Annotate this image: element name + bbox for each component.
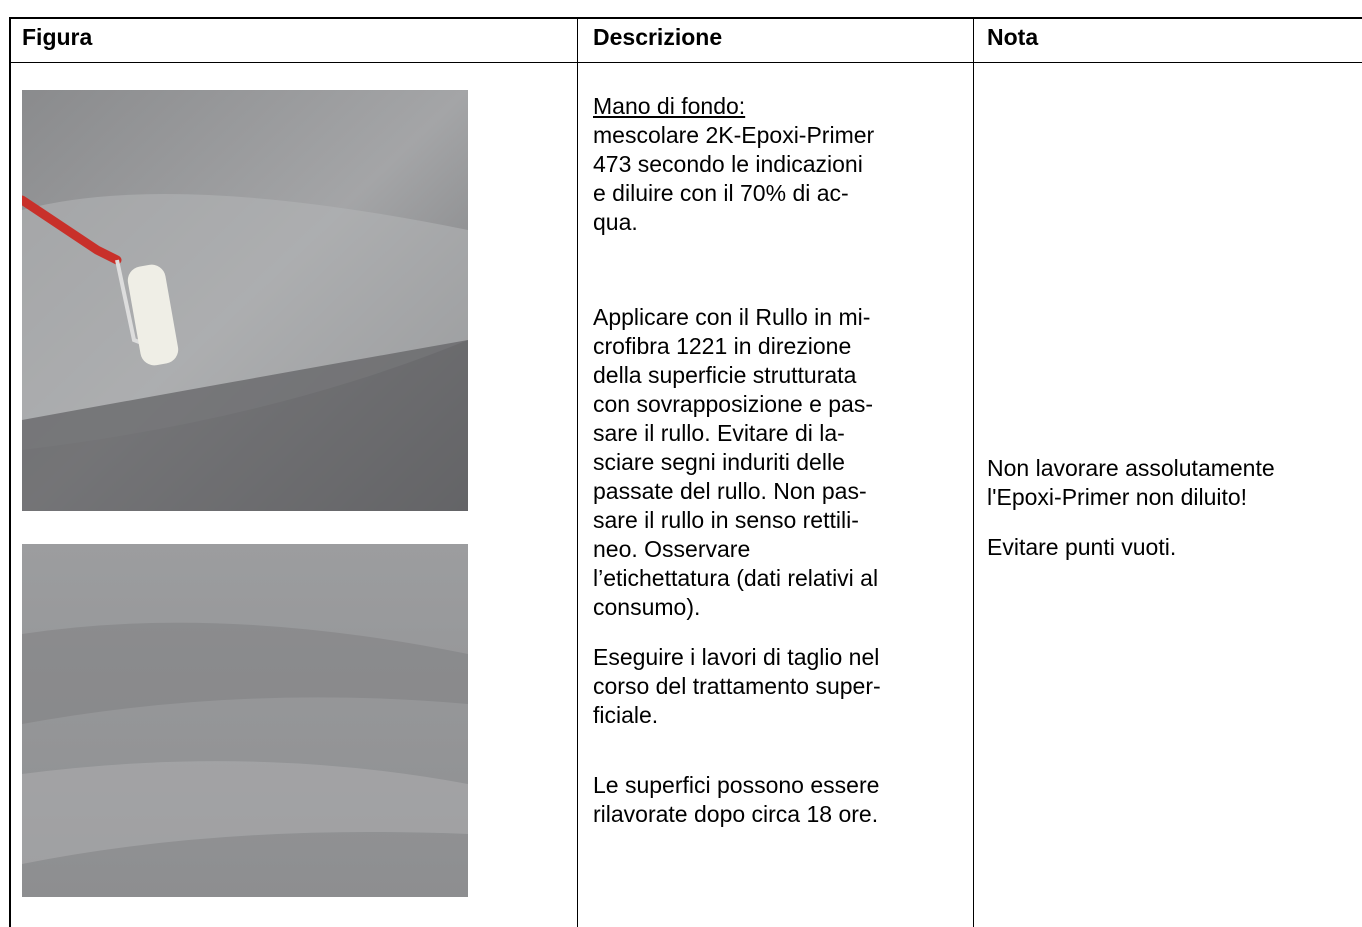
text-line: 473 secondo le indicazioni [593,151,863,177]
paragraph: Evitare punti vuoti. [987,533,1275,562]
header-cell: Descrizione [593,24,723,50]
text-line: qua. [593,209,638,235]
text-line: Applicare con il Rullo in mi- [593,304,871,330]
text-line: neo. Osservare [593,536,751,562]
text-line: ficiale. [593,702,659,728]
paragraph: Le superfici possono essere rilavorate do… [593,771,881,829]
photo-surface [22,544,468,897]
note: Non lavorare assolutamente l'Epoxi-Primer… [987,454,1275,562]
text-line: sare il rullo in senso rettili- [593,507,859,533]
photo-roller [22,90,468,511]
paragraph: Non lavorare assolutamente l'Epoxi-Primer… [987,454,1275,512]
text-line: sare il rullo. Evitare di la- [593,420,845,446]
paragraph: Applicare con il Rullo in mi-crofibra 12… [593,303,881,622]
paragraph: Mano di fondo: mescolare 2K-Epoxi-Primer 4… [593,92,881,237]
text-line: l'Epoxi-Primer non diluito! [987,484,1248,510]
table-border [973,17,974,927]
text-line: passate del rullo. Non pas- [593,478,867,504]
header-cell: Nota [987,24,1039,50]
text-line: Mano di fondo: [593,93,746,119]
text-line: con sovrapposizione e pas- [593,391,873,417]
text-line: crofibra 1221 in direzione [593,333,852,359]
text-line: l’etichettatura (dati relativi al [593,565,879,591]
table-border [577,17,578,927]
text-line: rilavorate dopo circa 18 ore. [593,801,879,827]
text-line: sciare segni induriti delle [593,449,845,475]
text-line: Eseguire i lavori di taglio nel [593,644,880,670]
text-line: consumo). [593,594,701,620]
table-border [9,17,1362,19]
description: Mano di fondo: mescolare 2K-Epoxi-Primer 4… [593,92,881,829]
text-line: Non lavorare assolutamente [987,455,1275,481]
text-line: della superficie strutturata [593,362,857,388]
table-border [9,62,1362,63]
header-cell: Figura [22,24,93,50]
text-line: Evitare punti vuoti. [987,534,1177,560]
text-line: e diluire con il 70% di ac- [593,180,849,206]
text-line: Le superfici possono essere [593,772,880,798]
text-line: corso del trattamento super- [593,673,881,699]
table-border [9,17,11,927]
text-line: mescolare 2K-Epoxi-Primer [593,122,875,148]
paragraph: Eseguire i lavori di taglio nel corso del… [593,643,881,730]
